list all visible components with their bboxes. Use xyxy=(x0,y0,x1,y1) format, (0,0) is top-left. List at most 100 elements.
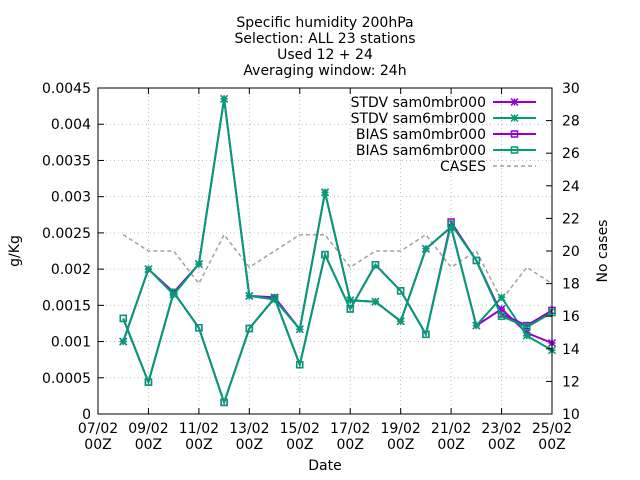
y2-tick-label: 30 xyxy=(562,81,580,97)
series-bias-sam6mbr000 xyxy=(119,220,556,407)
y-tick-label: 0.0015 xyxy=(42,298,91,314)
data-point xyxy=(422,330,430,339)
data-point xyxy=(497,312,506,320)
y-tick-label: 0.003 xyxy=(51,190,91,206)
y-tick-label: 0.0035 xyxy=(42,153,91,169)
y2-tick-label: 16 xyxy=(562,309,580,325)
data-point xyxy=(270,294,279,302)
y-tick-label: 0.002 xyxy=(51,262,91,278)
y2-tick-label: 26 xyxy=(562,146,580,162)
y2-tick-label: 28 xyxy=(562,114,580,130)
data-point xyxy=(371,297,380,306)
series-cases xyxy=(122,233,553,302)
y2-tick-label: 12 xyxy=(562,374,580,390)
data-point xyxy=(295,325,304,334)
x-tick-label-date: 13/02 xyxy=(229,421,269,437)
series-stdv-sam6mbr000 xyxy=(119,94,557,355)
y2-tick-label: 14 xyxy=(562,342,580,358)
x-tick-label-hour: 00Z xyxy=(135,437,162,453)
x-tick-label-hour: 00Z xyxy=(84,437,111,453)
data-point xyxy=(220,94,229,103)
legend-item: BIAS sam0mbr000 xyxy=(356,127,536,143)
x-tick-label-date: 09/02 xyxy=(128,421,168,437)
data-point xyxy=(510,146,519,154)
x-tick-label-date: 15/02 xyxy=(280,421,320,437)
legend-item: STDV sam0mbr000 xyxy=(351,95,536,111)
series-line xyxy=(122,233,553,302)
series-line xyxy=(122,98,553,352)
title-line: Used 12 + 24 xyxy=(277,47,373,63)
y-tick-label: 0.0005 xyxy=(42,371,91,387)
x-tick-label-date: 11/02 xyxy=(179,421,219,437)
x-tick-label-hour: 00Z xyxy=(185,437,212,453)
title-line: Selection: ALL 23 stations xyxy=(234,31,415,47)
data-point xyxy=(371,261,380,269)
data-point xyxy=(296,360,304,369)
axes: 0 0.0005 0.001 0.0015 0.002 0.0025 0.003 0.0035… xyxy=(7,81,611,474)
data-point xyxy=(220,398,228,407)
data-point xyxy=(396,287,405,295)
y2-tick-label: 20 xyxy=(562,244,580,260)
y-tick-label: 0.001 xyxy=(51,335,91,351)
data-point xyxy=(447,220,455,228)
data-point xyxy=(169,288,178,297)
y2-tick-label: 10 xyxy=(562,407,580,423)
series-line xyxy=(122,221,553,406)
legend-label: BIAS sam6mbr000 xyxy=(356,143,486,159)
x-tick-label-hour: 00Z xyxy=(236,437,263,453)
x-axis-label: Date xyxy=(308,458,341,474)
legend-label: BIAS sam0mbr000 xyxy=(356,127,486,143)
data-point xyxy=(321,250,329,259)
data-point xyxy=(472,321,481,330)
data-point xyxy=(195,324,203,332)
data-point xyxy=(346,305,354,313)
data-point xyxy=(522,331,531,340)
y2-tick-label: 22 xyxy=(562,211,580,227)
data-point xyxy=(119,314,127,323)
y-axis-label: g/Kg xyxy=(7,235,23,267)
legend-item: STDV sam6mbr000 xyxy=(351,111,536,127)
x-tick-label-hour: 00Z xyxy=(337,437,364,453)
data-point xyxy=(510,130,519,138)
x-tick-label-hour: 00Z xyxy=(286,437,313,453)
data-point xyxy=(396,317,405,326)
x-tick-label-hour: 00Z xyxy=(488,437,515,453)
legend-label: CASES xyxy=(440,159,486,175)
series-layer xyxy=(119,94,557,407)
data-point xyxy=(421,244,430,253)
data-point xyxy=(119,337,128,346)
legend-label: STDV sam0mbr000 xyxy=(351,95,486,111)
legend-item: CASES xyxy=(440,159,536,175)
y-tick-label: 0.0025 xyxy=(42,226,91,242)
x-tick-label-date: 21/02 xyxy=(431,421,471,437)
x-tick-label-date: 23/02 xyxy=(481,421,521,437)
y-tick-label: 0 xyxy=(82,407,91,423)
data-point xyxy=(497,293,506,302)
data-point xyxy=(510,97,519,107)
data-point xyxy=(320,188,330,197)
data-point xyxy=(245,291,254,300)
x-tick-label-date: 07/02 xyxy=(78,421,118,437)
x-tick-label-date: 25/02 xyxy=(532,421,572,437)
data-point xyxy=(194,260,203,269)
data-point xyxy=(144,265,153,274)
x-tick-label-hour: 00Z xyxy=(437,437,464,453)
legend-label: STDV sam6mbr000 xyxy=(351,111,486,127)
data-point xyxy=(472,256,481,265)
x-tick-label-hour: 00Z xyxy=(538,437,565,453)
data-point xyxy=(245,324,254,333)
data-point xyxy=(523,323,531,331)
x-tick-label-date: 17/02 xyxy=(330,421,370,437)
x-tick-label-date: 19/02 xyxy=(380,421,420,437)
legend-item: BIAS sam6mbr000 xyxy=(356,143,536,159)
y2-axis-label: No cases xyxy=(595,220,611,283)
y-tick-label: 0.004 xyxy=(51,117,91,133)
data-point xyxy=(510,113,519,123)
data-point xyxy=(144,378,153,386)
title-line: Averaging window: 24h xyxy=(243,63,406,79)
y-tick-label: 0.0045 xyxy=(42,81,91,97)
y2-tick-label: 18 xyxy=(562,277,580,293)
